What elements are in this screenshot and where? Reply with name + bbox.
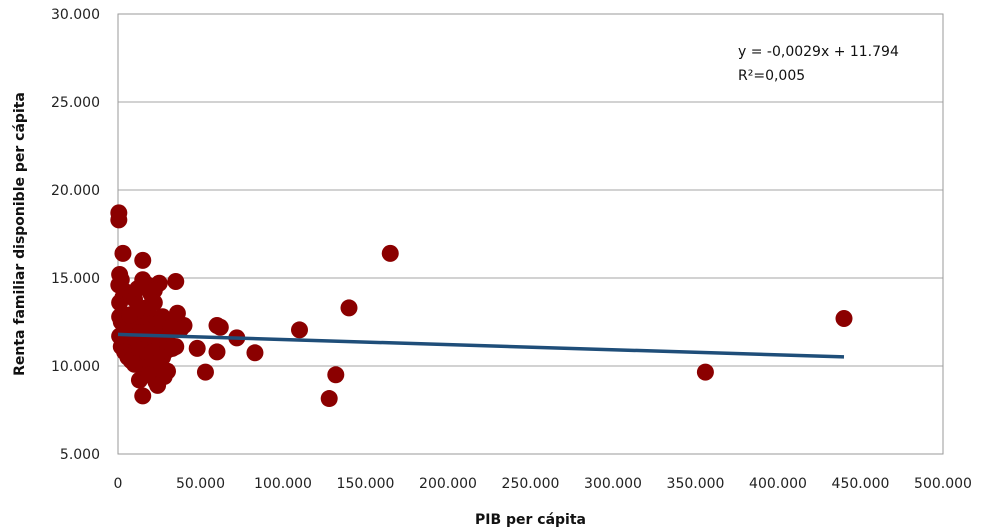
x-tick-label: 300.000 [584,476,642,492]
x-tick-label: 150.000 [337,476,395,492]
y-axis-ticks: 5.000 10.000 15.000 20.000 25.000 30.000 [51,7,100,463]
x-tick-label: 0 [114,476,123,492]
y-tick-label: 5.000 [60,447,100,463]
x-tick-label: 200.000 [419,476,477,492]
data-point [320,390,338,408]
trendline [117,332,845,359]
data-point [208,343,226,361]
data-point [835,309,853,327]
y-tick-label: 25.000 [51,95,100,111]
y-tick-label: 30.000 [51,7,100,23]
y-tick-label: 10.000 [51,359,100,375]
r-squared-label: R²=0,005 [738,68,805,84]
y-axis-title: Renta familiar disponible per cápita [12,92,28,376]
data-point [134,251,152,269]
y-tick-label: 20.000 [51,183,100,199]
x-tick-label: 350.000 [667,476,725,492]
x-tick-label: 100.000 [254,476,312,492]
data-points [110,204,853,408]
plot-area-frame [117,13,944,455]
x-axis-title: PIB per cápita [475,512,586,528]
x-tick-label: 50.000 [176,476,225,492]
data-point [340,299,358,317]
x-tick-label: 250.000 [502,476,560,492]
data-point [167,273,185,291]
data-point [134,387,152,405]
data-point [129,280,147,298]
data-point [110,211,128,229]
data-point [327,366,345,384]
x-tick-label: 500.000 [914,476,972,492]
data-point [163,339,181,357]
x-axis-ticks: 0 50.000 100.000 150.000 200.000 250.000 300.0… [114,476,972,492]
data-point [211,318,229,336]
data-point [196,363,214,381]
x-tick-label: 450.000 [832,476,890,492]
data-point [121,306,139,324]
trendline-equation: y = -0,0029x + 11.794 [738,44,899,60]
data-point [246,344,264,362]
data-point [291,321,308,339]
x-tick-label: 400.000 [749,476,807,492]
data-point [696,363,714,381]
y-tick-label: 15.000 [51,271,100,287]
data-point [172,320,190,338]
data-point [149,376,167,394]
trendline-group [117,332,845,359]
data-point [114,244,132,262]
data-point [188,339,206,357]
data-point [381,244,399,262]
data-point [145,294,163,312]
gridlines [118,13,943,455]
